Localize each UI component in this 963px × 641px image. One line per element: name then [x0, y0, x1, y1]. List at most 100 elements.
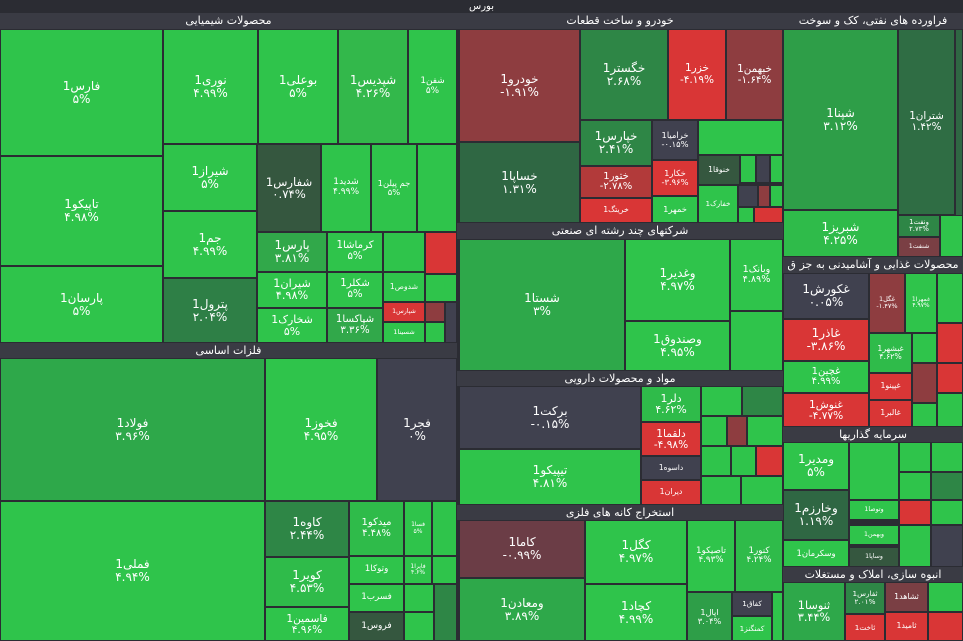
stock-cell[interactable]: تاصیکو1 ۴.۹۳% — [687, 520, 735, 592]
stock-cell[interactable]: شفارس1 ۰.۷۴% — [257, 144, 321, 232]
stock-cell[interactable]: وبانک1 ۴.۸۹% — [730, 239, 783, 311]
stock-cell[interactable]: کاوه1 ۲.۴۴% — [265, 501, 349, 557]
stock-cell[interactable]: وتوکا1 — [349, 556, 404, 584]
stock-cell[interactable]: شپنا1 ۳.۱۲% — [783, 29, 898, 210]
stock-cell[interactable]: پارس1 ۳.۸۱% — [257, 232, 327, 272]
stock-cell[interactable]: شیراز1 ۵% — [163, 144, 257, 211]
stock-cell[interactable]: کرماشا1 ۵% — [327, 232, 383, 272]
stock-cell[interactable]: غنوش1 -۴.۷۷% — [783, 393, 869, 427]
stock-cell[interactable]: کنور1 ۴.۲۴% — [735, 520, 783, 592]
stock-cell[interactable]: شتران1 ۱.۴۲% — [898, 29, 955, 215]
stock-cell[interactable]: داسوه1 — [641, 456, 701, 480]
stock-cell[interactable]: کگل1 ۴.۹۷% — [585, 520, 687, 584]
stock-cell[interactable]: فسا1 ۵% — [404, 501, 432, 556]
stock-cell[interactable]: وساپا1 — [849, 547, 899, 567]
stock-cell[interactable]: غمهرا1 ۴.۹۷% — [905, 273, 937, 333]
stock-cell[interactable]: خگستر1 ۲.۶۸% — [580, 29, 668, 120]
stock-cell[interactable]: شبریز1 ۴.۲۵% — [783, 210, 898, 257]
stock-cell[interactable]: خساپا1 ۱.۳۱% — [459, 142, 580, 223]
stock-cell[interactable]: دلر1 ۴.۶۲% — [641, 386, 701, 422]
stock-cell[interactable]: شپاکسا1 ۳.۳۶% — [327, 308, 383, 343]
ticker: غپینو1 — [880, 381, 901, 391]
stock-cell[interactable]: خزر1 -۴.۱۹% — [668, 29, 726, 120]
stock-cell[interactable]: برکت1 -۰.۱۵% — [459, 386, 641, 449]
ticker: وبانک1 — [742, 263, 771, 275]
stock-cell[interactable]: فجر1 ۰% — [377, 358, 457, 501]
stock-cell[interactable]: فولاد1 ۳.۹۶% — [0, 358, 265, 501]
stock-cell[interactable]: غپینو1 — [869, 373, 912, 400]
stock-cell[interactable]: فروس1 — [349, 612, 404, 641]
stock-cell[interactable]: خریتگ1 — [580, 198, 652, 223]
stock-cell[interactable]: کمنگنز1 — [732, 616, 772, 641]
stock-cell[interactable]: ثشاهد1 — [885, 582, 928, 612]
stock-cell[interactable]: فسرب1 — [349, 584, 404, 612]
stock-cell[interactable]: شفن1 ۵% — [408, 29, 457, 144]
stock-cell[interactable]: جم1 ۴.۹۹% — [163, 211, 257, 278]
stock-cell[interactable]: شپارس1 — [383, 302, 425, 322]
stock-cell[interactable]: شسینا1 — [383, 322, 425, 343]
stock-cell[interactable]: ومعادن1 ۳.۸۹% — [459, 578, 585, 641]
stock-cell[interactable]: کاما1 -۰.۹۹% — [459, 520, 585, 578]
ticker: شخارک1 — [271, 313, 313, 327]
stock-cell[interactable]: شنفت1 — [898, 237, 940, 257]
stock-cell[interactable]: جم پیلن1 ۵% — [371, 144, 417, 232]
change: ۴.۵۳% — [289, 581, 325, 595]
stock-cell[interactable]: فملی1 ۴.۹۴% — [0, 501, 265, 641]
stock-cell[interactable]: تیپیکو1 ۴.۸۱% — [459, 449, 641, 505]
stock-cell[interactable]: غالبر1 — [869, 400, 912, 427]
stock-cell[interactable]: وتوصا1 — [849, 500, 899, 520]
stock-cell[interactable]: خرامیا1 -۰.۱۵% — [652, 120, 698, 160]
stock-cell[interactable]: غبشهر1 ۴.۶۲% — [869, 333, 912, 373]
tile — [770, 185, 783, 207]
stock-cell[interactable]: ثنوسا1 ۳.۴۴% — [783, 582, 845, 641]
stock-cell[interactable]: کفاق1 — [732, 592, 772, 616]
stock-cell[interactable]: ومدیر1 ۵% — [783, 442, 849, 490]
stock-cell[interactable]: کویر1 ۴.۵۳% — [265, 557, 349, 607]
stock-cell[interactable]: خپارس1 ۲.۴۱% — [580, 120, 652, 166]
stock-cell[interactable]: شستا1 ۳% — [459, 239, 625, 371]
stock-cell[interactable]: ختور1 -۲.۷۸% — [580, 166, 652, 198]
change: ۴.۹۴% — [115, 570, 150, 584]
stock-cell[interactable]: اپال1 ۳.۰۴% — [687, 592, 732, 641]
stock-cell[interactable]: شکلر1 ۵% — [327, 272, 383, 308]
stock-cell[interactable]: غگل1 -۱.۴۷% — [869, 273, 905, 333]
stock-cell[interactable]: غکورش1 ۰.۰۵% — [783, 273, 869, 319]
stock-cell[interactable]: شخارک1 ۵% — [257, 308, 327, 343]
stock-cell[interactable]: وسکرمان1 — [783, 540, 849, 567]
stock-cell[interactable]: وغدیر1 ۴.۹۷% — [625, 239, 730, 321]
stock-cell[interactable]: وخارزم1 ۱.۱۹% — [783, 490, 849, 540]
stock-cell[interactable]: شدید1 ۴.۹۹% — [321, 144, 371, 232]
stock-cell[interactable]: دلقما1 -۴.۹۸% — [641, 422, 701, 456]
stock-cell[interactable]: کچاد1 ۴.۹۹% — [585, 584, 687, 641]
stock-cell[interactable]: ونفت1 ۲.۷۳% — [898, 215, 940, 237]
stock-cell[interactable]: خمهر1 — [652, 196, 698, 223]
stock-cell[interactable]: میدکو1 ۴.۴۸% — [349, 501, 404, 556]
stock-cell[interactable]: وبهمن1 — [849, 525, 899, 545]
tile — [417, 144, 457, 232]
stock-cell[interactable]: پترول1 ۲.۰۴% — [163, 278, 257, 343]
stock-cell[interactable]: تاپیکو1 ۴.۹۸% — [0, 156, 163, 266]
stock-cell[interactable]: خفارک1 — [698, 185, 738, 223]
stock-cell[interactable]: شدوص1 — [383, 272, 425, 302]
stock-cell[interactable]: فایرا1 ۴.۶% — [404, 556, 432, 584]
stock-cell[interactable]: ثفارس1 ۲.۰۱% — [845, 582, 885, 614]
stock-cell[interactable]: شپدیس1 ۴.۲۶% — [338, 29, 408, 144]
tile — [937, 273, 963, 323]
stock-cell[interactable]: بوعلی1 ۵% — [258, 29, 338, 144]
stock-cell[interactable]: دیران1 — [641, 480, 701, 505]
stock-cell[interactable]: فاسمین1 ۴.۹۶% — [265, 607, 349, 641]
stock-cell[interactable]: خودرو1 -۱.۹۱% — [459, 29, 580, 142]
stock-cell[interactable]: غچین1 ۴.۹۹% — [783, 361, 869, 393]
stock-cell[interactable]: خبهمن1 -۱.۶۴% — [726, 29, 783, 120]
stock-cell[interactable]: ثامید1 — [885, 612, 928, 641]
stock-cell[interactable]: خنوقا1 — [698, 155, 740, 185]
stock-cell[interactable]: غاذر1 -۳.۸۶% — [783, 319, 869, 361]
stock-cell[interactable]: فارس1 ۵% — [0, 29, 163, 156]
stock-cell[interactable]: وصندوق1 ۴.۹۵% — [625, 321, 730, 371]
stock-cell[interactable]: ثاخت1 — [845, 614, 885, 641]
stock-cell[interactable]: خکار1 -۳.۹۶% — [652, 160, 698, 196]
stock-cell[interactable]: فخوز1 ۴.۹۵% — [265, 358, 377, 501]
stock-cell[interactable]: پارسان1 ۵% — [0, 266, 163, 343]
stock-cell[interactable]: شیران1 ۴.۹۸% — [257, 272, 327, 308]
stock-cell[interactable]: نوری1 ۴.۹۹% — [163, 29, 258, 144]
